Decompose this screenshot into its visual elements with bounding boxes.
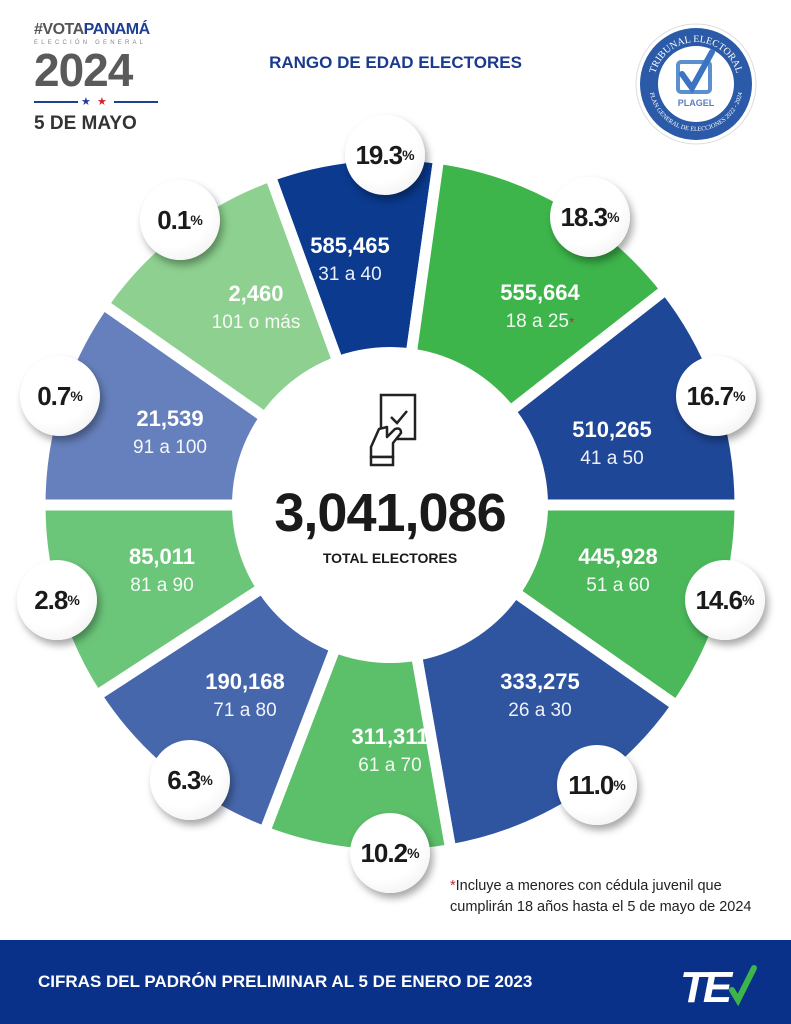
percent-sign: % — [190, 212, 203, 228]
percent-sign: % — [407, 845, 420, 861]
election-date: 5 DE MAYO — [34, 113, 137, 134]
footer-band — [0, 940, 791, 1024]
percent-bubble: 16.7% — [676, 356, 756, 436]
segment-range: 71 a 80 — [213, 700, 277, 721]
segment-value: 333,275 — [500, 669, 580, 694]
percent-bubble: 11.0% — [557, 745, 637, 825]
tribunal-electoral-seal: TRIBUNAL ELECTORAL PLAN GENERAL DE ELECC… — [635, 23, 757, 145]
segment-label: 555,664 18 a 25* — [500, 278, 580, 336]
hashtag: #VOTAPANAMÁ — [34, 21, 150, 38]
percent-value: 11.0 — [568, 769, 614, 800]
percent-bubble: 18.3% — [550, 177, 630, 257]
segment-range: 26 a 30 — [508, 700, 572, 721]
percent-value: 6.3 — [167, 764, 201, 795]
percent-bubble: 10.2% — [350, 813, 430, 893]
segment-value: 445,928 — [578, 544, 658, 569]
vota-panama-logo: #VOTAPANAMÁ ELECCIÓN GENERAL 2024 ★ ★ 5 D… — [34, 20, 159, 135]
segment-value: 21,539 — [136, 406, 204, 431]
total-voters-label: TOTAL ELECTORES — [322, 550, 458, 566]
percent-value: 0.1 — [157, 204, 191, 235]
segment-range: 81 a 90 — [130, 575, 194, 596]
segment-range: 18 a 25* — [505, 311, 575, 332]
percent-bubble: 14.6% — [685, 560, 765, 640]
segment-range: 31 a 40 — [318, 264, 382, 285]
percent-bubble: 0.7% — [20, 356, 100, 436]
asterisk: * — [568, 314, 575, 330]
percent-sign: % — [67, 592, 80, 608]
segment-label: 2,460 101 o más — [212, 279, 301, 337]
segment-range: 91 a 100 — [133, 437, 207, 458]
segment-range: 61 a 70 — [358, 755, 422, 776]
star-icon: ★ — [81, 96, 91, 108]
percent-bubble: 6.3% — [150, 740, 230, 820]
segment-label: 85,011 81 a 90 — [129, 542, 195, 600]
segment-value: 311,311 — [351, 724, 429, 749]
checkbox-icon — [676, 60, 712, 94]
percent-sign: % — [733, 388, 746, 404]
percent-bubble: 2.8% — [17, 560, 97, 640]
percent-bubble: 19.3% — [345, 115, 425, 195]
segment-value: 510,265 — [572, 417, 652, 442]
percent-sign: % — [402, 147, 415, 163]
percent-sign: % — [70, 388, 83, 404]
check-icon — [679, 49, 715, 94]
percent-value: 14.6 — [695, 584, 743, 615]
segment-label: 311,311 61 a 70 — [351, 722, 428, 780]
percent-value: 2.8 — [34, 584, 68, 615]
star-icon: ★ — [97, 96, 107, 108]
percent-value: 0.7 — [37, 380, 71, 411]
percent-value: 16.7 — [686, 380, 734, 411]
stars-divider: ★ ★ — [34, 95, 159, 109]
te-logo-text: TE — [680, 963, 734, 1010]
segment-range: 41 a 50 — [580, 448, 644, 469]
segment-value: 2,460 — [228, 281, 284, 306]
total-voters: 3,041,086 — [274, 483, 506, 543]
percent-sign: % — [607, 209, 620, 225]
segment-value: 190,168 — [205, 669, 285, 694]
percent-bubble: 0.1% — [140, 180, 220, 260]
te-logo: TE — [680, 963, 757, 1010]
ballot-hand-icon — [369, 393, 417, 467]
segment-value: 585,465 — [310, 233, 390, 258]
segment-value: 555,664 — [500, 280, 580, 305]
segment-label: 585,465 31 a 40 — [310, 231, 390, 289]
chart-title: RANGO DE EDAD ELECTORES — [269, 53, 522, 72]
percent-value: 10.2 — [360, 837, 408, 868]
election-year: 2024 — [34, 44, 133, 96]
segment-label: 510,265 41 a 50 — [572, 415, 652, 473]
percent-sign: % — [742, 592, 755, 608]
percent-value: 19.3 — [355, 139, 403, 170]
percent-sign: % — [200, 772, 213, 788]
check-icon — [729, 965, 757, 1007]
segment-label: 333,275 26 a 30 — [500, 667, 580, 725]
seal-center-text: PLAGEL — [678, 98, 715, 108]
segment-value: 85,011 — [128, 544, 196, 569]
segment-label: 21,539 91 a 100 — [133, 404, 207, 462]
footnote: *Incluye a menores con cédula juvenil qu… — [450, 878, 752, 915]
election-subtitle: ELECCIÓN GENERAL — [34, 40, 147, 46]
percent-value: 18.3 — [560, 201, 608, 232]
segment-range: 51 a 60 — [586, 575, 650, 596]
segment-label: 190,168 71 a 80 — [205, 667, 285, 725]
percent-sign: % — [613, 777, 626, 793]
segment-range: 101 o más — [211, 312, 301, 333]
segment-label: 445,928 51 a 60 — [578, 542, 658, 600]
footer-text: CIFRAS DEL PADRÓN PRELIMINAR AL 5 DE ENE… — [38, 972, 533, 991]
